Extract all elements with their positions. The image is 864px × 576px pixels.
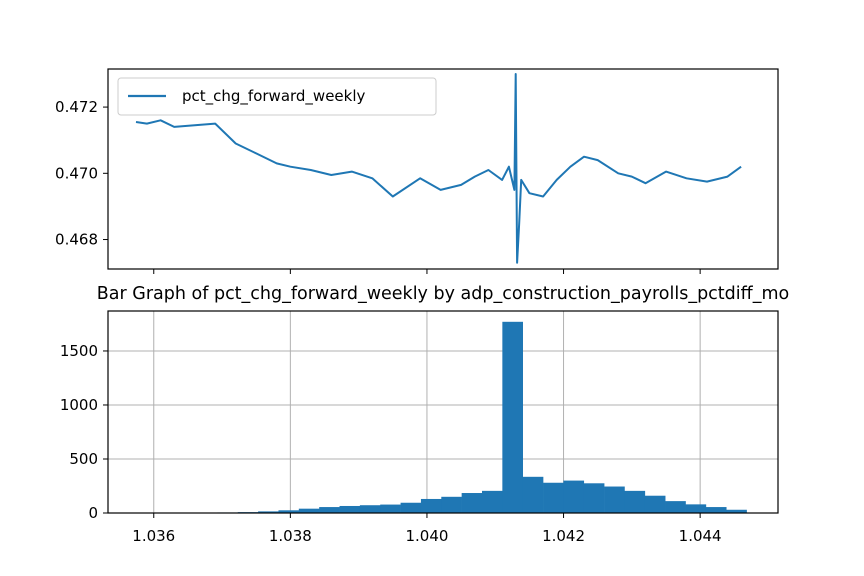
legend: pct_chg_forward_weekly xyxy=(117,77,437,116)
hist-x-tick-label: 1.038 xyxy=(269,527,312,545)
line-y-tick-label: 0.468 xyxy=(55,231,98,249)
histogram-bar xyxy=(522,476,544,513)
histogram-bar xyxy=(726,509,747,513)
histogram-bars xyxy=(136,321,747,513)
hist-y-tick-label: 500 xyxy=(69,450,98,468)
histogram-bar xyxy=(319,507,340,513)
histogram-bar xyxy=(502,321,523,513)
histogram-frame xyxy=(107,310,779,514)
histogram-axes: 1.036 1.038 1.040 1.042 1.044 0 500 1000 1500 xyxy=(60,342,722,545)
legend-label: pct_chg_forward_weekly xyxy=(182,87,366,106)
histogram-bar xyxy=(420,498,442,513)
histogram-title: Bar Graph of pct_chg_forward_weekly by a… xyxy=(97,284,789,304)
histogram-panel: Bar Graph of pct_chg_forward_weekly by a… xyxy=(60,284,789,545)
hist-x-tick-label: 1.040 xyxy=(405,527,448,545)
histogram-bar xyxy=(705,507,727,513)
hist-y-tick-label: 1500 xyxy=(60,342,98,360)
hist-y-tick-label: 0 xyxy=(88,504,98,522)
histogram-bar xyxy=(644,495,666,513)
line-chart-frame xyxy=(107,68,779,270)
hist-x-tick-label: 1.042 xyxy=(542,527,585,545)
histogram-grid xyxy=(108,311,778,514)
histogram-bar xyxy=(624,490,646,513)
histogram-bar xyxy=(604,486,625,513)
histogram-bar xyxy=(563,480,585,513)
histogram-bar xyxy=(380,504,401,513)
histogram-bar xyxy=(298,508,320,513)
line-y-tick-label: 0.472 xyxy=(55,98,98,116)
line-series-0 xyxy=(135,73,742,264)
histogram-bar xyxy=(339,505,361,513)
histogram-bar xyxy=(278,510,300,513)
histogram-bar xyxy=(441,496,462,513)
line-chart-axes: 0.468 0.470 0.472 xyxy=(55,98,701,274)
legend-box xyxy=(117,77,437,116)
hist-y-tick-label: 1000 xyxy=(60,396,98,414)
line-chart-panel: 0.468 0.470 0.472 pct_chg_forward_weekly xyxy=(55,68,779,274)
histogram-bar xyxy=(258,511,279,513)
histogram-bar xyxy=(685,504,707,513)
line-chart-plot xyxy=(135,73,742,264)
histogram-bar xyxy=(482,490,503,513)
histogram-bar xyxy=(665,501,686,513)
hist-x-tick-label: 1.044 xyxy=(679,527,722,545)
histogram-bar xyxy=(583,483,605,513)
histogram-bar xyxy=(400,502,422,513)
line-y-tick-label: 0.470 xyxy=(55,164,98,182)
histogram-bar xyxy=(543,482,564,513)
hist-x-tick-label: 1.036 xyxy=(132,527,175,545)
histogram-bar xyxy=(359,505,381,513)
histogram-bar xyxy=(461,493,483,513)
